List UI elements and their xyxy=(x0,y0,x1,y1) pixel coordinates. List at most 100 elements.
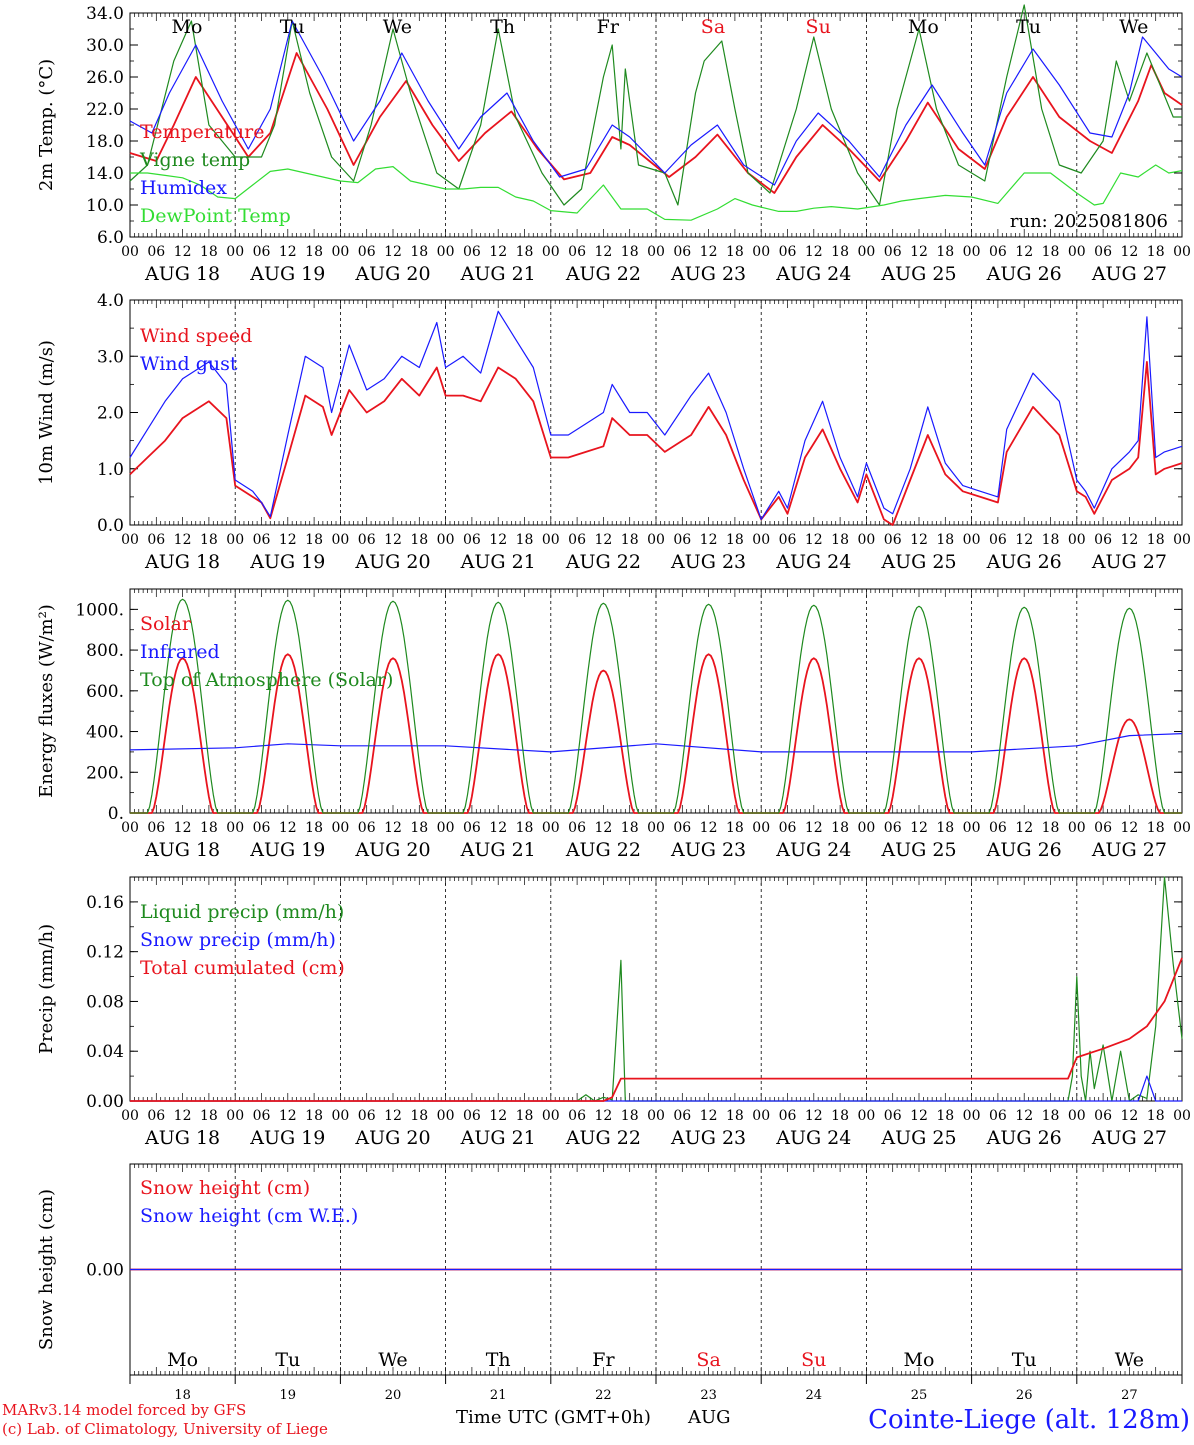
day-number: 18 xyxy=(174,1388,191,1403)
hour-label: 18 xyxy=(621,244,639,260)
hour-label: 18 xyxy=(1147,1108,1165,1124)
legend-entry: Total cumulated (cm) xyxy=(140,957,345,979)
hour-label: 06 xyxy=(779,1108,797,1124)
date-label: AUG 22 xyxy=(565,1127,641,1149)
hour-label: 12 xyxy=(594,532,612,548)
hour-label: 18 xyxy=(516,532,534,548)
hour-label: 00 xyxy=(542,244,560,260)
hour-label: 00 xyxy=(963,820,981,836)
y-tick-label: 0.0 xyxy=(97,516,124,536)
hour-label: 00 xyxy=(647,820,665,836)
hour-label: 00 xyxy=(857,532,875,548)
hour-label: 06 xyxy=(1094,244,1112,260)
date-label: AUG 24 xyxy=(775,1127,851,1149)
hour-label: 18 xyxy=(305,820,323,836)
hour-label: 00 xyxy=(121,244,139,260)
hour-label: 00 xyxy=(121,820,139,836)
hour-label: 12 xyxy=(1015,244,1033,260)
hour-label: 12 xyxy=(700,532,718,548)
day-name-bottom: We xyxy=(1115,1349,1144,1371)
hour-label: 06 xyxy=(253,1108,271,1124)
hour-label: 06 xyxy=(253,532,271,548)
hour-label: 12 xyxy=(1015,532,1033,548)
hour-label: 18 xyxy=(1147,820,1165,836)
hour-label: 18 xyxy=(621,820,639,836)
date-label: AUG 19 xyxy=(249,839,325,861)
panel-3: 0. 200. 400. 600. 800. 1000. Energy fluxes (W/… xyxy=(36,588,1191,861)
hour-label: 06 xyxy=(463,820,481,836)
legend-entry: Infrared xyxy=(140,641,220,663)
hour-label: 06 xyxy=(1094,532,1112,548)
hour-label: 12 xyxy=(279,820,297,836)
legend-entry: Liquid precip (mm/h) xyxy=(140,901,344,923)
day-name-top: Fr xyxy=(597,16,620,38)
hour-label: 18 xyxy=(726,532,744,548)
date-label: AUG 24 xyxy=(775,263,851,285)
y-tick-label: 10.0 xyxy=(86,196,124,216)
day-name-bottom: Mo xyxy=(904,1349,935,1371)
hour-label: 12 xyxy=(279,532,297,548)
day-name-top: Su xyxy=(806,16,831,38)
hour-label: 18 xyxy=(831,1108,849,1124)
hour-label: 06 xyxy=(779,820,797,836)
hour-label: 06 xyxy=(568,1108,586,1124)
date-label: AUG 25 xyxy=(880,1127,956,1149)
y-tick-label: 4.0 xyxy=(97,291,124,311)
hour-label: 06 xyxy=(568,532,586,548)
hour-label: 00 xyxy=(437,532,455,548)
hour-label: 12 xyxy=(174,244,192,260)
hour-label: 00 xyxy=(1068,1108,1086,1124)
hour-label: 06 xyxy=(463,1108,481,1124)
hour-label: 12 xyxy=(1015,820,1033,836)
hour-label: 18 xyxy=(831,820,849,836)
y-tick-label: 400. xyxy=(86,723,124,743)
hour-label: 12 xyxy=(700,244,718,260)
date-label: AUG 24 xyxy=(775,551,851,573)
day-name-bottom: Mo xyxy=(167,1349,198,1371)
y-tick-label: 22.0 xyxy=(86,100,124,120)
day-number: 19 xyxy=(280,1388,297,1403)
hour-label: 18 xyxy=(1042,244,1060,260)
day-name-bottom: Th xyxy=(486,1349,511,1371)
day-number: 25 xyxy=(911,1388,928,1403)
y-tick-label: 0. xyxy=(108,804,124,824)
day-name-top: We xyxy=(1119,16,1148,38)
run-label: run: 2025081806 xyxy=(1010,211,1168,232)
hour-label: 12 xyxy=(700,820,718,836)
hour-label: 18 xyxy=(831,244,849,260)
hour-label: 06 xyxy=(673,1108,691,1124)
hour-label: 00 xyxy=(226,244,244,260)
day-name-top: Th xyxy=(490,16,515,38)
hour-label: 18 xyxy=(410,244,428,260)
hour-label: 18 xyxy=(726,244,744,260)
date-label: AUG 27 xyxy=(1091,839,1167,861)
hour-label: 06 xyxy=(358,532,376,548)
y-tick-label: 0.08 xyxy=(86,992,124,1012)
hour-label: 06 xyxy=(989,1108,1007,1124)
series-line xyxy=(130,1075,1182,1102)
hour-label: 12 xyxy=(384,532,402,548)
hour-label: 12 xyxy=(910,532,928,548)
hour-label: 00 xyxy=(437,820,455,836)
hour-label: 06 xyxy=(673,820,691,836)
hour-label: 18 xyxy=(726,1108,744,1124)
hour-label: 00 xyxy=(857,820,875,836)
date-label: AUG 25 xyxy=(880,839,956,861)
series-line xyxy=(129,733,1183,753)
hour-label: 12 xyxy=(805,820,823,836)
hour-label: 18 xyxy=(936,1108,954,1124)
hour-label: 18 xyxy=(200,820,218,836)
day-name-bottom: We xyxy=(378,1349,407,1371)
hour-label: 12 xyxy=(594,244,612,260)
legend-entry: Top of Atmosphere (Solar) xyxy=(140,669,393,691)
y-tick-label: 30.0 xyxy=(86,36,124,56)
date-label: AUG 23 xyxy=(670,551,746,573)
y-tick-label: 600. xyxy=(86,682,124,702)
date-label: AUG 20 xyxy=(354,551,430,573)
hour-label: 18 xyxy=(1147,532,1165,548)
hour-label: 06 xyxy=(779,244,797,260)
y-axis-title: Energy fluxes (W/m²) xyxy=(36,604,57,798)
series-line xyxy=(129,52,1183,194)
day-number: 24 xyxy=(806,1388,823,1403)
